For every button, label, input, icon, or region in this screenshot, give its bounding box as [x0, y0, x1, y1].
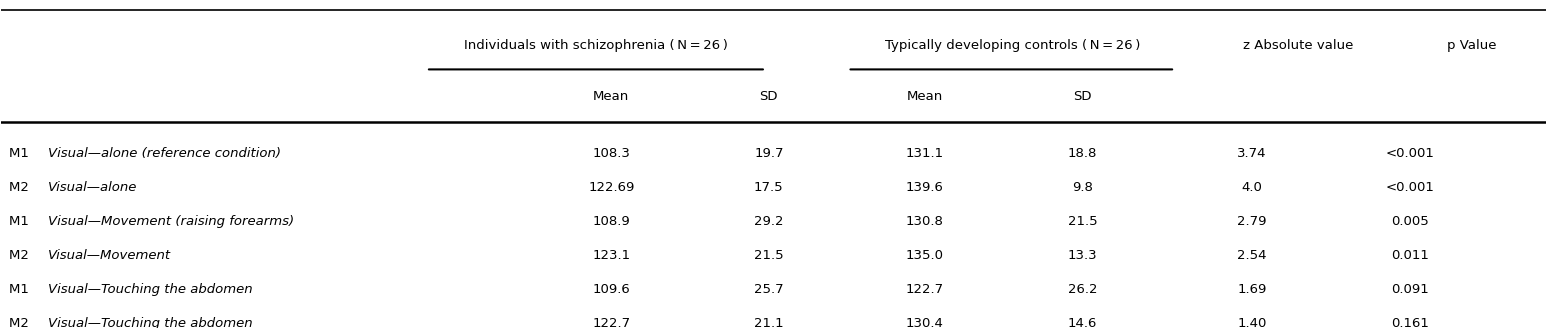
Text: 17.5: 17.5: [753, 181, 784, 194]
Text: Visual—Touching the abdomen: Visual—Touching the abdomen: [48, 317, 252, 328]
Text: Visual—Touching the abdomen: Visual—Touching the abdomen: [48, 283, 252, 296]
Text: SD: SD: [1074, 90, 1092, 103]
Text: Mean: Mean: [907, 90, 944, 103]
Text: 131.1: 131.1: [907, 147, 944, 160]
Text: 9.8: 9.8: [1072, 181, 1092, 194]
Text: 108.3: 108.3: [593, 147, 630, 160]
Text: 2.79: 2.79: [1238, 215, 1267, 228]
Text: 14.6: 14.6: [1067, 317, 1097, 328]
Text: Typically developing controls ( N = 26 ): Typically developing controls ( N = 26 ): [885, 39, 1140, 52]
Text: 26.2: 26.2: [1067, 283, 1097, 296]
Text: 0.091: 0.091: [1391, 283, 1428, 296]
Text: Visual—alone (reference condition): Visual—alone (reference condition): [48, 147, 280, 160]
Text: M1: M1: [9, 283, 32, 296]
Text: 13.3: 13.3: [1067, 249, 1097, 262]
Text: 122.7: 122.7: [907, 283, 944, 296]
Text: 139.6: 139.6: [907, 181, 944, 194]
Text: Individuals with schizophrenia ( N = 26 ): Individuals with schizophrenia ( N = 26 …: [464, 39, 727, 52]
Text: 0.005: 0.005: [1391, 215, 1428, 228]
Text: 4.0: 4.0: [1242, 181, 1262, 194]
Text: 25.7: 25.7: [753, 283, 784, 296]
Text: 135.0: 135.0: [907, 249, 944, 262]
Text: 19.7: 19.7: [753, 147, 784, 160]
Text: <0.001: <0.001: [1385, 147, 1434, 160]
Text: 21.5: 21.5: [1067, 215, 1097, 228]
Text: 122.69: 122.69: [588, 181, 634, 194]
Text: M1: M1: [9, 147, 32, 160]
Text: 21.1: 21.1: [753, 317, 784, 328]
Text: M2: M2: [9, 181, 32, 194]
Text: 29.2: 29.2: [753, 215, 784, 228]
Text: Visual—Movement (raising forearms): Visual—Movement (raising forearms): [48, 215, 294, 228]
Text: 123.1: 123.1: [593, 249, 631, 262]
Text: 109.6: 109.6: [593, 283, 630, 296]
Text: 21.5: 21.5: [753, 249, 784, 262]
Text: 108.9: 108.9: [593, 215, 630, 228]
Text: M1: M1: [9, 215, 32, 228]
Text: p Value: p Value: [1446, 39, 1496, 52]
Text: Visual—Movement: Visual—Movement: [48, 249, 170, 262]
Text: 122.7: 122.7: [593, 317, 631, 328]
Text: M2: M2: [9, 317, 32, 328]
Text: 1.40: 1.40: [1238, 317, 1267, 328]
Text: 130.8: 130.8: [907, 215, 944, 228]
Text: M2: M2: [9, 249, 32, 262]
Text: SD: SD: [760, 90, 778, 103]
Text: 0.161: 0.161: [1391, 317, 1429, 328]
Text: <0.001: <0.001: [1385, 181, 1434, 194]
Text: Mean: Mean: [593, 90, 630, 103]
Text: 130.4: 130.4: [907, 317, 944, 328]
Text: 1.69: 1.69: [1238, 283, 1267, 296]
Text: z Absolute value: z Absolute value: [1244, 39, 1354, 52]
Text: 0.011: 0.011: [1391, 249, 1429, 262]
Text: Visual—alone: Visual—alone: [48, 181, 138, 194]
Text: 18.8: 18.8: [1067, 147, 1097, 160]
Text: 3.74: 3.74: [1238, 147, 1267, 160]
Text: 2.54: 2.54: [1238, 249, 1267, 262]
